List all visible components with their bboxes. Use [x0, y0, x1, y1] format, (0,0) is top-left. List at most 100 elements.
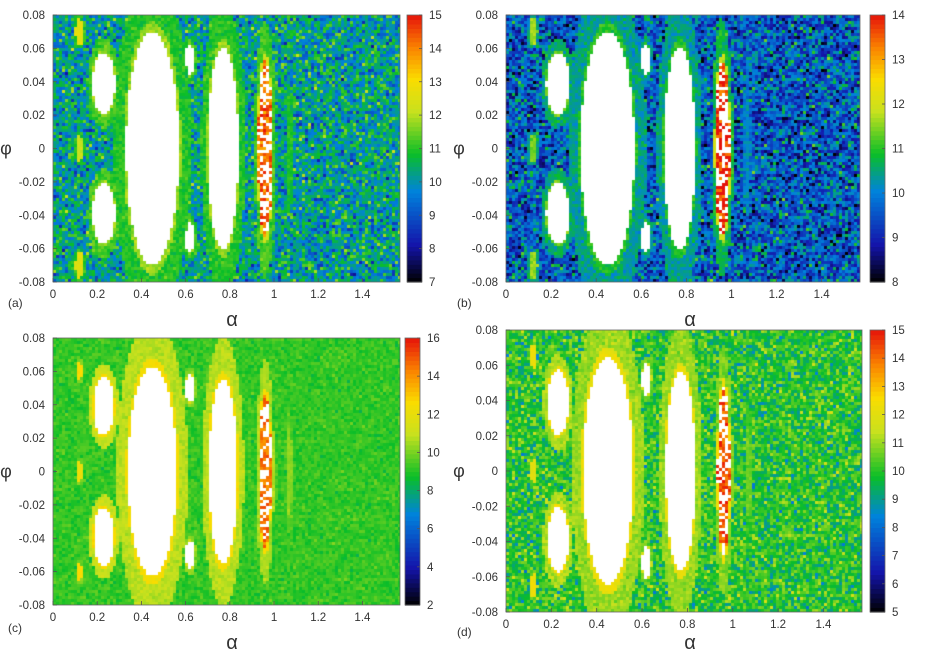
colorbar-segment — [870, 135, 885, 141]
colorbar-segment — [407, 117, 422, 123]
x-tick-label: 0.4 — [133, 289, 150, 301]
colorbar-segment — [870, 157, 885, 163]
colorbar-segment — [870, 494, 885, 500]
colorbar-segment — [405, 596, 420, 602]
x-tick-label: 1 — [271, 289, 277, 301]
colorbar-segment — [870, 565, 885, 571]
colorbar-segment — [870, 121, 885, 127]
colorbar-tick-label: 14 — [427, 371, 440, 383]
x-tick-label: 0.2 — [543, 619, 559, 631]
colorbar-segment — [405, 493, 420, 499]
colorbar-segment — [405, 409, 420, 415]
colorbar-segment — [870, 264, 885, 270]
colorbar-segment — [870, 228, 885, 234]
x-tick-label: 0.4 — [588, 289, 605, 301]
colorbar-tick-label: 11 — [892, 438, 904, 450]
colorbar-segment — [407, 210, 422, 216]
y-axis-label: φ — [0, 139, 12, 159]
colorbar-tick-label: 9 — [892, 494, 898, 506]
y-tick-label: -0.04 — [472, 210, 499, 222]
colorbar-segment — [407, 72, 422, 78]
colorbar-segment — [870, 471, 885, 477]
x-tick-label: 0.4 — [589, 619, 606, 631]
colorbar-segment — [870, 188, 885, 194]
colorbar-segment — [870, 210, 885, 216]
colorbar-segment — [870, 391, 885, 397]
y-axis-label: φ — [453, 139, 465, 159]
colorbar-segment — [407, 148, 422, 154]
y-tick-label: -0.02 — [19, 500, 45, 512]
y-tick-label: -0.06 — [19, 244, 45, 256]
colorbar-tick-label: 15 — [429, 10, 442, 22]
colorbar-segment — [407, 63, 422, 69]
colorbar-tick-label: 14 — [892, 10, 905, 22]
colorbar-segment — [405, 591, 420, 597]
colorbar-segment — [407, 121, 422, 127]
colorbar-segment — [870, 381, 885, 387]
colorbar-segment — [407, 28, 422, 34]
colorbar-segment — [870, 358, 885, 364]
colorbar-segment — [870, 152, 885, 158]
colorbar-segment — [870, 424, 885, 430]
colorbar-segment — [405, 413, 420, 419]
colorbar-tick-label: 6 — [427, 524, 433, 536]
x-tick-label: 1.4 — [354, 612, 371, 624]
y-tick-label: 0 — [492, 466, 498, 478]
colorbar-segment — [405, 551, 420, 557]
y-tick-label: -0.08 — [19, 277, 45, 289]
colorbar-segment — [405, 386, 420, 392]
colorbar-segment — [407, 50, 422, 56]
colorbar-tick-label: 9 — [429, 210, 435, 222]
colorbar-segment — [405, 489, 420, 495]
heatmap-field — [506, 330, 862, 612]
x-tick-label: 0.8 — [679, 619, 695, 631]
colorbar-segment — [870, 184, 885, 190]
colorbar-segment — [405, 449, 420, 455]
colorbar-segment — [870, 201, 885, 207]
panel-label: (c) — [8, 621, 22, 635]
colorbar-tick-label: 11 — [429, 144, 441, 156]
colorbar-segment — [870, 15, 885, 21]
y-tick-label: -0.04 — [19, 210, 46, 222]
colorbar-segment — [870, 602, 885, 608]
y-tick-label: -0.08 — [472, 607, 498, 619]
colorbar-segment — [870, 95, 885, 101]
colorbar-tick-label: 15 — [892, 325, 905, 337]
colorbar-segment — [407, 241, 422, 247]
y-tick-label: 0.04 — [476, 77, 499, 89]
colorbar-segment — [407, 224, 422, 230]
colorbar-segment — [405, 520, 420, 526]
x-tick-label: 0.6 — [178, 612, 194, 624]
colorbar-segment — [405, 560, 420, 566]
y-tick-label: 0.08 — [23, 333, 45, 345]
x-axis-label: α — [684, 309, 696, 331]
colorbar-segment — [870, 588, 885, 594]
x-tick-label: 0.2 — [89, 612, 105, 624]
heatmap-field — [53, 338, 400, 605]
colorbar-segment — [407, 277, 422, 283]
colorbar-segment — [870, 569, 885, 575]
colorbar-tick-label: 8 — [892, 522, 898, 534]
colorbar-segment — [405, 547, 420, 553]
colorbar-segment — [407, 19, 422, 25]
colorbar-segment — [407, 259, 422, 265]
colorbar-segment — [407, 126, 422, 132]
panel-label: (d) — [457, 625, 472, 639]
colorbar-segment — [870, 405, 885, 411]
colorbar-segment — [405, 458, 420, 464]
colorbar-segment — [870, 144, 885, 150]
colorbar-segment — [870, 480, 885, 486]
colorbar-segment — [870, 555, 885, 561]
y-tick-label: 0 — [492, 144, 498, 156]
colorbar-tick-label: 12 — [892, 410, 905, 422]
colorbar-segment — [407, 233, 422, 239]
colorbar-segment — [870, 395, 885, 402]
colorbar-segment — [870, 161, 885, 167]
colorbar-segment — [870, 86, 885, 92]
colorbar-segment — [405, 453, 420, 459]
colorbar-segment — [870, 513, 885, 519]
y-tick-label: -0.04 — [19, 533, 46, 545]
colorbar-segment — [405, 578, 420, 584]
colorbar-segment — [870, 41, 885, 47]
colorbar-segment — [870, 367, 885, 373]
